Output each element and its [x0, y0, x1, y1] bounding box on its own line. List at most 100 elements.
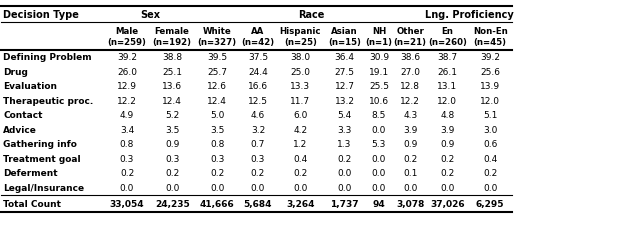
Text: 25.1: 25.1: [162, 68, 182, 76]
Text: 5.0: 5.0: [210, 111, 225, 120]
Text: 0.2: 0.2: [210, 169, 225, 177]
Text: 12.2: 12.2: [400, 96, 420, 105]
Text: En
(n=260): En (n=260): [428, 27, 467, 46]
Text: 3.5: 3.5: [165, 125, 179, 134]
Text: 12.0: 12.0: [437, 96, 458, 105]
Text: 0.9: 0.9: [403, 140, 417, 149]
Text: Sex: Sex: [140, 10, 160, 20]
Text: 6,295: 6,295: [476, 199, 504, 208]
Text: 5.1: 5.1: [483, 111, 497, 120]
Text: 0.3: 0.3: [165, 154, 179, 163]
Text: 1.2: 1.2: [293, 140, 308, 149]
Text: 27.5: 27.5: [335, 68, 355, 76]
Text: 25.7: 25.7: [207, 68, 227, 76]
Text: 5,684: 5,684: [244, 199, 272, 208]
Text: Defining Problem: Defining Problem: [3, 53, 92, 62]
Text: 0.2: 0.2: [440, 154, 454, 163]
Text: 6.0: 6.0: [293, 111, 308, 120]
Text: 0.2: 0.2: [403, 154, 417, 163]
Text: 38.8: 38.8: [162, 53, 182, 62]
Text: 11.7: 11.7: [291, 96, 310, 105]
Text: 12.0: 12.0: [480, 96, 500, 105]
Text: 12.9: 12.9: [117, 82, 137, 91]
Text: 25.0: 25.0: [291, 68, 310, 76]
Text: 12.6: 12.6: [207, 82, 227, 91]
Text: 3,078: 3,078: [396, 199, 424, 208]
Text: 0.6: 0.6: [483, 140, 497, 149]
Text: 0.0: 0.0: [403, 183, 417, 192]
Text: AA
(n=42): AA (n=42): [241, 27, 275, 46]
Text: Male
(n=259): Male (n=259): [108, 27, 147, 46]
Text: 0.2: 0.2: [483, 169, 497, 177]
Text: 0.1: 0.1: [403, 169, 417, 177]
Text: 0.9: 0.9: [165, 140, 179, 149]
Text: 12.4: 12.4: [207, 96, 227, 105]
Text: 0.0: 0.0: [120, 183, 134, 192]
Text: 0.0: 0.0: [440, 183, 454, 192]
Text: 13.9: 13.9: [480, 82, 500, 91]
Text: 38.7: 38.7: [437, 53, 458, 62]
Text: 0.2: 0.2: [165, 169, 179, 177]
Text: 3.2: 3.2: [251, 125, 265, 134]
Text: 12.4: 12.4: [162, 96, 182, 105]
Text: 0.0: 0.0: [337, 169, 352, 177]
Text: 0.8: 0.8: [120, 140, 134, 149]
Text: 0.0: 0.0: [165, 183, 179, 192]
Text: 0.2: 0.2: [120, 169, 134, 177]
Text: 12.5: 12.5: [248, 96, 268, 105]
Text: 0.2: 0.2: [251, 169, 265, 177]
Text: 3,264: 3,264: [286, 199, 315, 208]
Text: 0.7: 0.7: [251, 140, 265, 149]
Text: Evaluation: Evaluation: [3, 82, 57, 91]
Text: 0.9: 0.9: [440, 140, 454, 149]
Text: 0.2: 0.2: [337, 154, 352, 163]
Text: 12.8: 12.8: [400, 82, 420, 91]
Text: Treatment goal: Treatment goal: [3, 154, 81, 163]
Text: Gathering info: Gathering info: [3, 140, 77, 149]
Text: 0.4: 0.4: [483, 154, 497, 163]
Text: 0.0: 0.0: [483, 183, 497, 192]
Text: Advice: Advice: [3, 125, 37, 134]
Text: 12.7: 12.7: [335, 82, 355, 91]
Text: 1.3: 1.3: [337, 140, 352, 149]
Text: NH
(n=1): NH (n=1): [365, 27, 392, 46]
Text: 24.4: 24.4: [248, 68, 268, 76]
Text: 5.4: 5.4: [337, 111, 352, 120]
Text: 13.6: 13.6: [162, 82, 182, 91]
Text: 39.5: 39.5: [207, 53, 227, 62]
Text: 41,666: 41,666: [200, 199, 235, 208]
Text: 27.0: 27.0: [400, 68, 420, 76]
Text: 0.3: 0.3: [210, 154, 225, 163]
Text: 39.2: 39.2: [480, 53, 500, 62]
Text: 13.2: 13.2: [335, 96, 355, 105]
Text: 30.9: 30.9: [369, 53, 389, 62]
Text: Total Count: Total Count: [3, 199, 61, 208]
Text: 13.3: 13.3: [291, 82, 310, 91]
Text: 4.9: 4.9: [120, 111, 134, 120]
Text: 0.0: 0.0: [372, 154, 386, 163]
Text: 0.0: 0.0: [251, 183, 265, 192]
Text: 8.5: 8.5: [372, 111, 386, 120]
Text: 0.0: 0.0: [293, 183, 308, 192]
Text: 19.1: 19.1: [369, 68, 389, 76]
Text: 33,054: 33,054: [109, 199, 145, 208]
Text: 3.4: 3.4: [120, 125, 134, 134]
Text: Drug: Drug: [3, 68, 28, 76]
Text: 0.3: 0.3: [251, 154, 265, 163]
Text: 4.8: 4.8: [440, 111, 454, 120]
Text: 4.2: 4.2: [293, 125, 308, 134]
Text: 39.2: 39.2: [117, 53, 137, 62]
Text: 37.5: 37.5: [248, 53, 268, 62]
Text: 3.9: 3.9: [440, 125, 454, 134]
Text: 10.6: 10.6: [369, 96, 389, 105]
Text: 26.1: 26.1: [437, 68, 458, 76]
Text: 25.6: 25.6: [480, 68, 500, 76]
Text: 3.0: 3.0: [483, 125, 497, 134]
Text: 0.0: 0.0: [372, 125, 386, 134]
Text: Non-En
(n=45): Non-En (n=45): [473, 27, 508, 46]
Text: Asian
(n=15): Asian (n=15): [328, 27, 361, 46]
Text: 5.2: 5.2: [165, 111, 179, 120]
Text: 24,235: 24,235: [155, 199, 189, 208]
Text: 25.5: 25.5: [369, 82, 389, 91]
Text: 0.0: 0.0: [372, 169, 386, 177]
